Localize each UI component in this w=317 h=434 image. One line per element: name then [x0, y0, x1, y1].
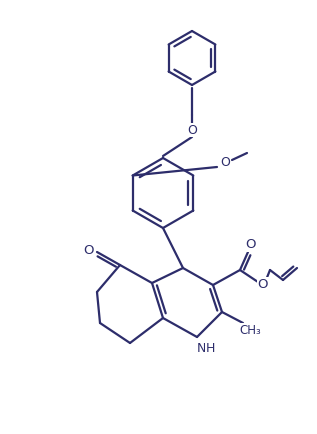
- Text: CH₃: CH₃: [239, 323, 261, 336]
- Text: H: H: [205, 342, 215, 355]
- Text: O: O: [258, 277, 268, 290]
- Text: O: O: [84, 243, 94, 256]
- Text: O: O: [220, 157, 230, 170]
- Text: N: N: [196, 342, 206, 355]
- Text: O: O: [187, 124, 197, 137]
- Text: O: O: [246, 239, 256, 251]
